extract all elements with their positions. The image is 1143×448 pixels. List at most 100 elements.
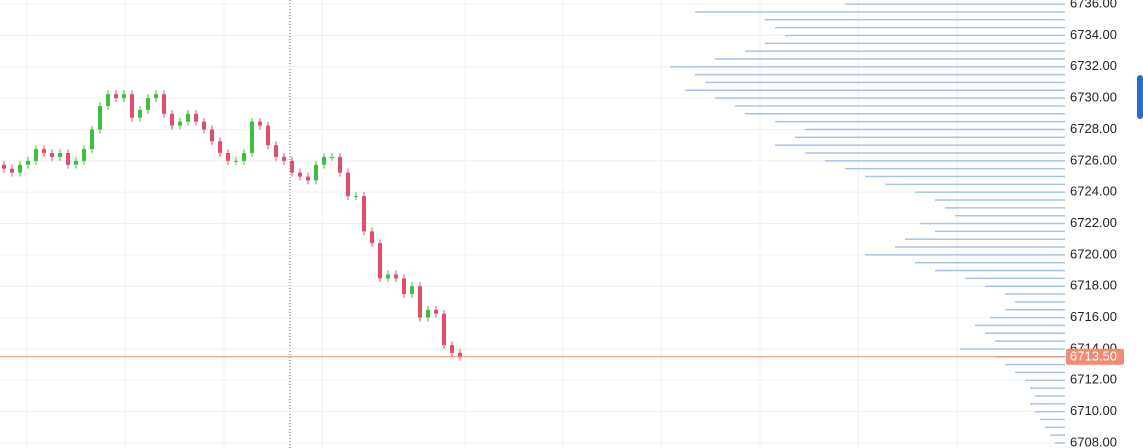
y-tick-label: 6716.00 [1070, 309, 1117, 324]
candle-body [242, 152, 246, 161]
candle-body [258, 121, 262, 126]
profile-bar [1015, 371, 1065, 374]
y-tick-label: 6724.00 [1070, 184, 1117, 199]
candle-body [354, 196, 358, 198]
y-tick-label: 6722.00 [1070, 215, 1117, 230]
profile-bar [745, 50, 1065, 52]
candle-body [42, 149, 46, 153]
candle-body [402, 278, 406, 295]
candle-body [322, 156, 326, 165]
candle-body [130, 94, 134, 118]
candle-body [50, 152, 54, 157]
candle-body [210, 129, 214, 142]
profile-bar [960, 348, 1065, 350]
profile-bar [935, 199, 1065, 201]
y-tick-label: 6732.00 [1070, 58, 1117, 73]
y-tick-label: 6718.00 [1070, 278, 1117, 293]
profile-bar [825, 160, 1065, 162]
candle-body [178, 121, 182, 126]
candle-body [10, 168, 14, 173]
profile-bar [715, 58, 1065, 60]
profile-bar [795, 136, 1065, 139]
candle-body [346, 172, 350, 197]
candle-body [458, 352, 462, 357]
profile-bar [1030, 387, 1065, 389]
candle-body [394, 274, 398, 279]
candle-body [66, 152, 70, 165]
candle-body [314, 164, 318, 181]
profile-bar [935, 230, 1065, 233]
profile-bar [935, 269, 1065, 272]
y-tick-label: 6736.00 [1070, 0, 1117, 11]
candle-body [410, 286, 414, 295]
profile-bar [1030, 403, 1065, 405]
candle-body [338, 156, 342, 173]
profile-bar [1050, 434, 1065, 436]
profile-bar [895, 246, 1065, 248]
candle-body [186, 113, 190, 122]
profile-bar [885, 183, 1065, 186]
scroll-handle[interactable] [1137, 75, 1143, 119]
y-tick-label: 6730.00 [1070, 90, 1117, 105]
y-tick-label: 6734.00 [1070, 27, 1117, 42]
profile-bar [685, 89, 1065, 92]
profile-bar [865, 175, 1065, 178]
candle-body [330, 156, 334, 158]
profile-bar [775, 26, 1065, 29]
candle-body [194, 113, 198, 122]
candle-body [74, 160, 78, 165]
profile-bar [985, 285, 1065, 287]
profile-bar [735, 105, 1065, 107]
profile-bar [670, 66, 1065, 68]
profile-bar [1045, 426, 1065, 429]
profile-bar [1035, 395, 1065, 397]
last-price-label: 6713.50 [1070, 349, 1117, 364]
candle-body [282, 156, 286, 161]
profile-bar [1035, 410, 1065, 413]
candle-body [226, 152, 230, 161]
candle-body [290, 160, 294, 173]
y-tick-label: 6712.00 [1070, 372, 1117, 387]
profile-bar [905, 238, 1065, 240]
candle-body [170, 113, 174, 126]
profile-bar [915, 261, 1065, 264]
candle-body [250, 121, 254, 153]
profile-bar [805, 152, 1065, 154]
candle-body [2, 164, 6, 169]
candle-body [370, 231, 374, 244]
profile-bar [1025, 379, 1065, 382]
candle-body [90, 129, 94, 150]
profile-bar [865, 254, 1065, 256]
profile-bar [1005, 363, 1065, 366]
profile-bar [695, 73, 1065, 76]
candle-body [26, 160, 30, 165]
candle-body [418, 286, 422, 318]
profile-bar [745, 113, 1065, 115]
y-tick-label: 6720.00 [1070, 246, 1117, 261]
candle-body [34, 149, 38, 161]
candle-body [274, 145, 278, 157]
profile-bar [775, 144, 1065, 146]
candle-body [58, 152, 62, 157]
candle-body [386, 274, 390, 279]
profile-bar [915, 191, 1065, 193]
profile-bar [695, 11, 1065, 13]
candle-body [266, 125, 270, 146]
profile-bar [955, 214, 1065, 217]
candle-body [450, 345, 454, 353]
candle-body [154, 94, 158, 99]
candle-body [434, 309, 438, 314]
candle-body [202, 121, 206, 130]
y-tick-label: 6726.00 [1070, 152, 1117, 167]
profile-bar [775, 120, 1065, 123]
last-price-box [1066, 348, 1124, 365]
profile-bar [945, 207, 1065, 209]
profile-bar [765, 19, 1065, 21]
profile-bar [785, 34, 1065, 37]
profile-bar [845, 167, 1065, 170]
candle-body [218, 141, 222, 153]
candle-body [114, 94, 118, 99]
profile-bar [845, 3, 1065, 5]
profile-bar [965, 277, 1065, 280]
candle-body [298, 172, 302, 177]
